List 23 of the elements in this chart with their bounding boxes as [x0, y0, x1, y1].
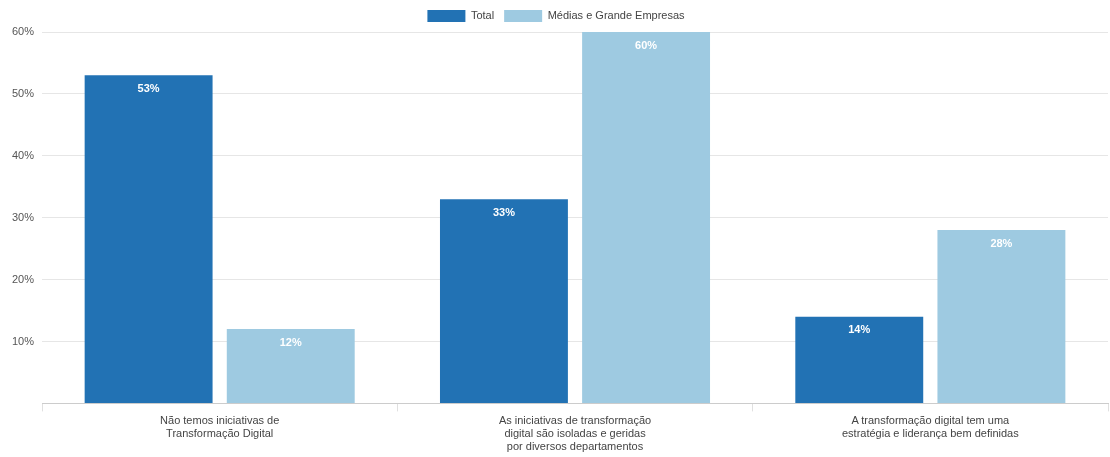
- y-tick-label: 20%: [11, 272, 35, 285]
- legend-label: Total: [470, 9, 495, 22]
- y-tick-label: 60%: [11, 25, 35, 38]
- legend-label: Médias e Grande Empresas: [547, 9, 686, 22]
- data-label: 33%: [492, 205, 516, 218]
- data-label: 53%: [137, 81, 160, 94]
- y-tick-label: 30%: [11, 210, 35, 223]
- data-label: 60%: [635, 38, 658, 51]
- bar: [439, 199, 568, 403]
- data-label: 12%: [279, 335, 302, 348]
- y-tick-label: 50%: [11, 86, 35, 99]
- bar: [226, 329, 355, 403]
- x-tick-label: As iniciativas de transformação digital são isoladas e geridas por diversos departamentos: [498, 414, 652, 453]
- x-tick-label: Não temos iniciativas de Transformação Digital: [160, 414, 280, 440]
- x-tick-label: A transformação digital tem uma estratégia e liderança bem definidas: [841, 414, 1020, 440]
- bar: [84, 75, 213, 403]
- bar: [795, 316, 924, 403]
- y-tick-label: 40%: [11, 148, 35, 161]
- bar: [937, 230, 1066, 403]
- y-tick-label: 10%: [11, 334, 35, 347]
- data-label: 28%: [990, 236, 1013, 249]
- bar: [582, 32, 711, 403]
- data-label: 14%: [848, 323, 871, 336]
